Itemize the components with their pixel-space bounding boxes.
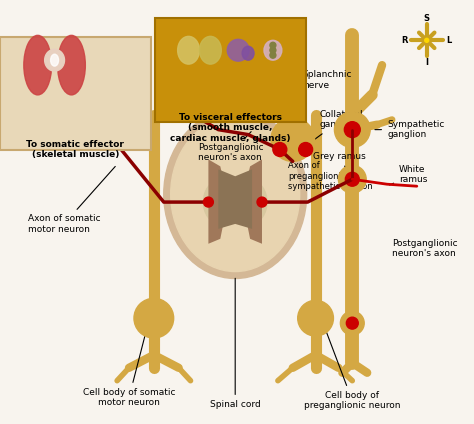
FancyBboxPatch shape xyxy=(0,37,151,151)
Ellipse shape xyxy=(200,36,221,64)
Ellipse shape xyxy=(51,54,59,66)
Circle shape xyxy=(257,197,267,207)
Ellipse shape xyxy=(57,35,85,95)
Circle shape xyxy=(270,47,276,53)
Ellipse shape xyxy=(164,110,307,279)
Circle shape xyxy=(346,317,358,329)
Circle shape xyxy=(340,311,364,335)
Text: To visceral effectors
(smooth muscle,
cardiac muscle, glands): To visceral effectors (smooth muscle, ca… xyxy=(170,113,291,142)
Circle shape xyxy=(298,300,333,336)
Text: L: L xyxy=(446,36,451,45)
Text: I: I xyxy=(425,58,428,67)
Circle shape xyxy=(338,165,366,193)
Text: Collateral
ganglion: Collateral ganglion xyxy=(310,110,363,143)
Circle shape xyxy=(270,52,276,58)
Circle shape xyxy=(344,122,360,137)
Circle shape xyxy=(343,119,367,144)
Polygon shape xyxy=(209,159,262,244)
FancyBboxPatch shape xyxy=(155,19,306,122)
Text: Cell body of somatic
motor neuron: Cell body of somatic motor neuron xyxy=(83,304,175,407)
Circle shape xyxy=(346,172,359,186)
Circle shape xyxy=(273,142,287,156)
Circle shape xyxy=(346,316,363,333)
Ellipse shape xyxy=(45,49,64,71)
Circle shape xyxy=(423,36,431,44)
Text: Cell body of
preganglionic neuron: Cell body of preganglionic neuron xyxy=(304,306,401,410)
Circle shape xyxy=(345,171,364,190)
Text: Sympathetic
ganglion: Sympathetic ganglion xyxy=(375,120,445,139)
Text: White
ramus: White ramus xyxy=(390,165,428,185)
Circle shape xyxy=(271,118,315,162)
Circle shape xyxy=(299,142,312,156)
Text: R: R xyxy=(401,36,408,45)
Ellipse shape xyxy=(227,39,249,61)
Circle shape xyxy=(143,306,171,334)
Text: Postganglionic
neuron's axon: Postganglionic neuron's axon xyxy=(392,239,457,258)
Text: Axon of somatic
motor neuron: Axon of somatic motor neuron xyxy=(28,167,115,234)
Circle shape xyxy=(335,112,370,148)
Text: Postganglionic
neuron's axon: Postganglionic neuron's axon xyxy=(199,131,264,162)
Text: Axon of
preganglionic
sympathetic neuron: Axon of preganglionic sympathetic neuron xyxy=(288,162,373,191)
Circle shape xyxy=(425,38,428,42)
Text: To somatic effector
(skeletal muscle): To somatic effector (skeletal muscle) xyxy=(27,139,124,159)
Ellipse shape xyxy=(203,181,233,223)
Circle shape xyxy=(270,42,276,48)
Ellipse shape xyxy=(24,35,52,95)
Ellipse shape xyxy=(264,40,282,60)
Polygon shape xyxy=(219,169,252,229)
Text: Splanchnic
nerve: Splanchnic nerve xyxy=(285,70,352,94)
Text: Grey ramus: Grey ramus xyxy=(312,152,365,177)
Circle shape xyxy=(281,126,311,157)
Ellipse shape xyxy=(171,117,300,271)
Circle shape xyxy=(134,298,173,338)
Circle shape xyxy=(306,307,331,332)
Circle shape xyxy=(203,197,213,207)
Text: Spinal cord: Spinal cord xyxy=(210,278,261,409)
Ellipse shape xyxy=(237,181,267,223)
Text: S: S xyxy=(424,14,430,23)
Ellipse shape xyxy=(242,46,254,60)
Ellipse shape xyxy=(178,36,200,64)
